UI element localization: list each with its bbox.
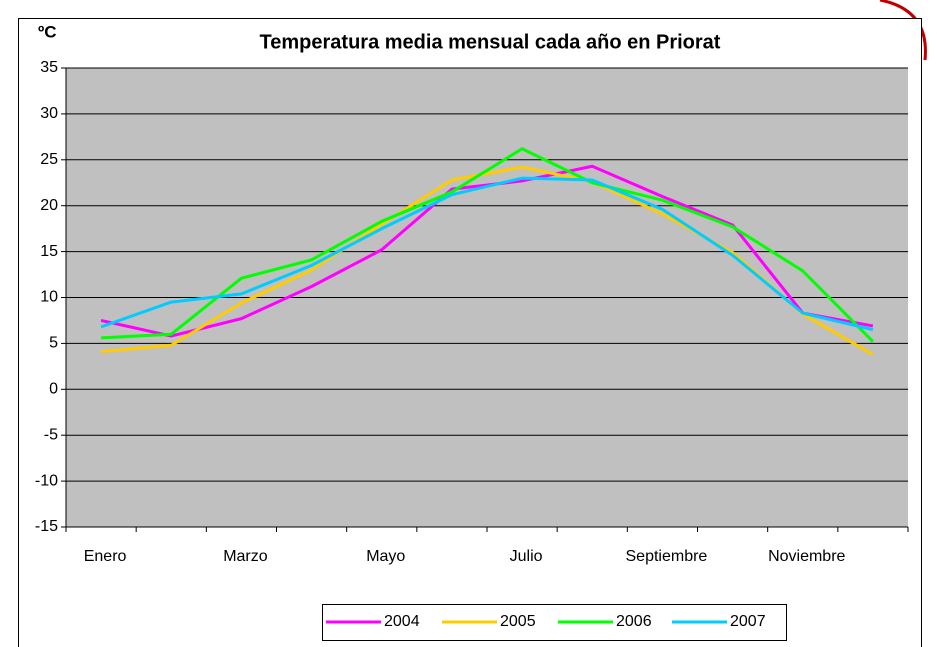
x-tick-label: Julio — [510, 548, 543, 565]
y-tick-label: -5 — [44, 426, 58, 443]
legend-label: 2006 — [616, 613, 652, 630]
x-tick-label: Mayo — [366, 548, 405, 565]
y-axis-label: ºC — [38, 22, 57, 41]
y-tick-label: 0 — [49, 381, 58, 398]
y-tick-label: 30 — [40, 105, 58, 122]
legend-label: 2007 — [730, 613, 766, 630]
y-tick-label: 20 — [40, 197, 58, 214]
y-tick-label: 15 — [40, 243, 58, 260]
y-tick-label: 25 — [40, 151, 58, 168]
y-tick-label: -15 — [35, 518, 58, 535]
y-tick-label: 10 — [40, 289, 58, 306]
y-tick-label: 5 — [49, 335, 58, 352]
x-tick-label: Noviembre — [768, 548, 845, 565]
x-tick-label: Septiembre — [626, 548, 708, 565]
line-series — [100, 165, 874, 356]
chart-title: Temperatura media mensual cada año en Pr… — [260, 31, 721, 53]
line-series — [100, 176, 874, 332]
y-tick-label: 35 — [40, 59, 58, 76]
line-series — [101, 147, 874, 343]
x-tick-label: Enero — [84, 548, 127, 565]
legend-label: 2004 — [384, 613, 420, 630]
y-tick-label: -10 — [35, 472, 58, 489]
x-tick-label: Marzo — [223, 548, 268, 565]
legend-label: 2005 — [500, 613, 536, 630]
